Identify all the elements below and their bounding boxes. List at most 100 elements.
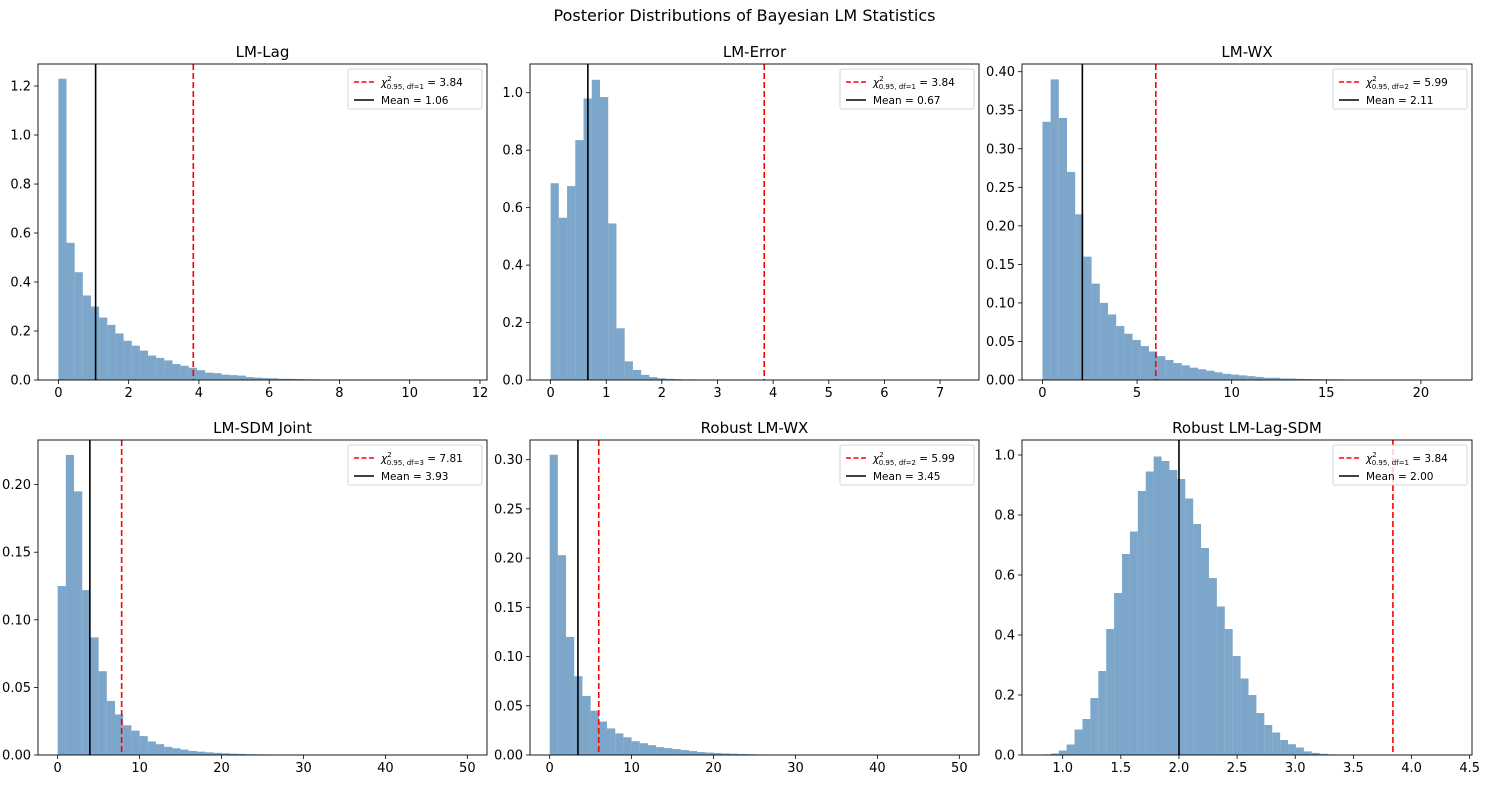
legend-chi-superscript: 2: [879, 75, 883, 83]
legend: χ2 0.95, df=1 = 3.84 Mean = 2.00: [1332, 444, 1468, 486]
subplot-3: 0 5 10 15 20 0.00 0.05 0.10 0.15 0.20 0.25 0.30 0.35…: [986, 43, 1473, 401]
histogram-bar: [1066, 744, 1075, 755]
histogram-bar: [221, 753, 230, 755]
histogram-bar: [294, 379, 303, 380]
histogram-bar: [1161, 461, 1170, 755]
axes-frame: [1021, 439, 1473, 756]
histogram-bar: [649, 377, 658, 380]
histogram-bar: [82, 295, 91, 380]
legend-box: [1332, 68, 1468, 110]
axes-frame: [529, 63, 980, 381]
histogram-bar: [1177, 479, 1186, 755]
histogram-bar: [641, 374, 650, 380]
y-tick-label: 1.0: [994, 449, 1015, 464]
x-tick-label: 12: [472, 386, 489, 401]
histogram-bar: [1311, 752, 1320, 755]
histogram-bar: [680, 750, 689, 755]
histogram-bar: [688, 751, 698, 755]
y-tick-label: 0.15: [986, 258, 1015, 273]
histogram-bar: [550, 183, 559, 380]
y-tick-label: 0.20: [2, 478, 31, 493]
y-tick-label: 0.4: [10, 276, 31, 291]
legend: χ2 0.95, df=1 = 3.84 Mean = 0.67: [839, 68, 975, 110]
histogram-bar: [1304, 378, 1313, 380]
histogram-bar: [624, 361, 633, 380]
histogram-bar: [180, 749, 189, 755]
histogram-bar: [656, 747, 665, 755]
x-tick-label: 4: [195, 386, 203, 401]
histogram-bar: [632, 369, 642, 380]
legend-critical-value: = 3.84: [1409, 453, 1448, 465]
x-tick-label: 2.5: [1227, 761, 1248, 776]
x-tick-label: 50: [459, 761, 476, 776]
y-tick-label: 0.6: [10, 227, 31, 242]
histogram-bar: [1140, 346, 1149, 380]
histogram-bar: [1042, 121, 1051, 381]
x-tick-label: 40: [377, 761, 394, 776]
x-tick-label: 0: [54, 761, 62, 776]
histogram-bar: [549, 454, 558, 755]
histogram-bar: [1295, 747, 1304, 755]
x-tick-label: 1: [602, 386, 610, 401]
histogram-bar: [582, 695, 591, 755]
histogram-bar: [1058, 117, 1068, 380]
histogram-bar: [1208, 578, 1217, 755]
histogram-bar: [1153, 456, 1162, 755]
histogram-bar: [1106, 629, 1115, 755]
histogram-bar: [1201, 548, 1209, 755]
histogram-bar: [123, 725, 132, 755]
x-tick-label: 50: [951, 761, 968, 776]
legend-chi-symbol: χ: [380, 453, 388, 465]
histogram-bar: [237, 375, 246, 380]
x-tick-label: 6: [880, 386, 888, 401]
histogram-bar: [657, 378, 666, 380]
histogram-bar: [1216, 606, 1225, 755]
histogram-bar: [213, 373, 222, 380]
histogram-bar: [1181, 365, 1190, 380]
y-tick-label: 0.30: [494, 453, 523, 468]
histogram-bar: [1145, 471, 1154, 755]
legend-mean-label: Mean = 2.00: [1366, 471, 1433, 483]
histogram-bar: [1116, 326, 1125, 380]
histogram-bar: [1248, 695, 1257, 755]
legend-chi-symbol: χ: [380, 77, 388, 89]
legend: χ2 0.95, df=1 = 3.84 Mean = 1.06: [347, 68, 483, 110]
x-tick-label: 4.0: [1401, 761, 1422, 776]
x-tick-label: 3: [713, 386, 721, 401]
histogram-bar: [1189, 367, 1199, 380]
x-tick-label: 40: [869, 761, 886, 776]
histogram-bar: [286, 378, 295, 380]
y-tick-label: 0.35: [986, 104, 1015, 119]
histogram-bar: [148, 355, 157, 380]
histogram-bar: [107, 324, 116, 380]
x-tick-label: 1.5: [1110, 761, 1131, 776]
legend-mean-label: Mean = 3.45: [873, 471, 940, 483]
histogram-bar: [738, 754, 747, 755]
histogram-bar: [221, 374, 230, 380]
x-tick-label: 1.0: [1052, 761, 1073, 776]
histogram-bar: [1272, 732, 1281, 755]
x-tick-label: 10: [401, 386, 418, 401]
histogram-bar: [1129, 531, 1138, 755]
histogram-bar: [608, 223, 617, 380]
subplot-title: LM-Lag: [236, 43, 290, 61]
x-tick-label: 10: [131, 761, 148, 776]
histogram-bar: [1296, 378, 1305, 380]
legend-critical-value: = 3.84: [424, 77, 463, 89]
legend-critical-label: χ2 0.95, df=1 = 3.84: [1365, 451, 1448, 467]
histogram-bar: [672, 749, 681, 755]
y-tick-label: 0.25: [986, 181, 1015, 196]
legend-critical-label: χ2 0.95, df=1 = 3.84: [380, 75, 463, 91]
legend-chi-symbol: χ: [872, 453, 880, 465]
legend-chi-subscript: 0.95, df=3: [387, 459, 424, 467]
histogram-bar: [575, 140, 584, 380]
axes-frame: [1021, 63, 1473, 381]
x-tick-label: 2.0: [1169, 761, 1190, 776]
histogram-bar: [599, 97, 609, 380]
x-tick-label: 4.5: [1459, 761, 1480, 776]
histogram-bar: [705, 752, 714, 755]
legend-critical-value: = 3.84: [916, 77, 955, 89]
histogram-bar: [623, 737, 632, 755]
